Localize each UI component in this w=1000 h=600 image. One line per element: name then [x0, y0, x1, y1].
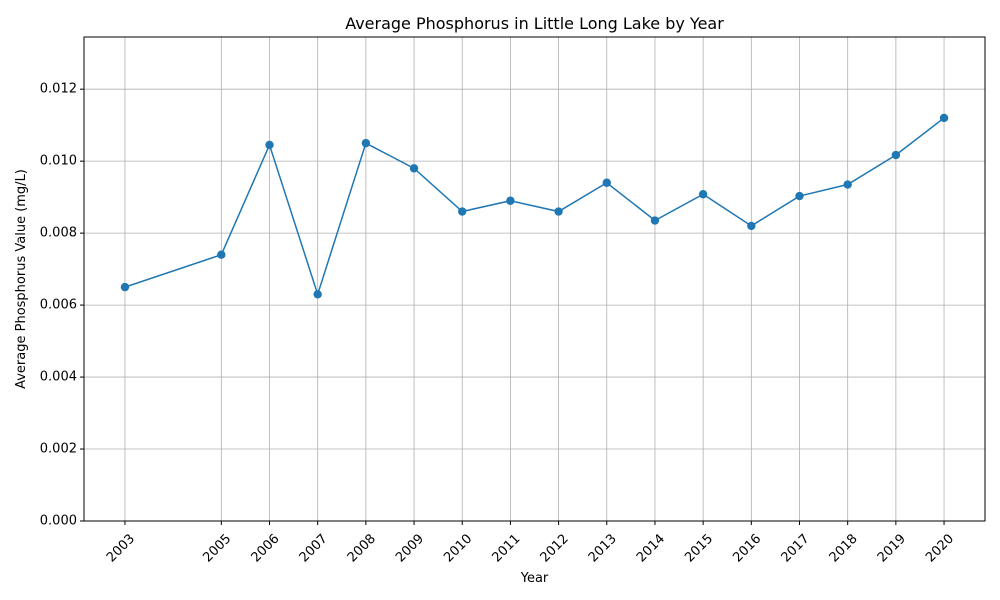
- y-tick-label: 0.012: [40, 82, 77, 97]
- series-layer: [120, 113, 949, 299]
- data-point: [313, 290, 322, 299]
- x-tick-label: 2016: [730, 531, 764, 565]
- x-tick-label: 2006: [249, 531, 283, 565]
- x-tick-label: 2015: [682, 531, 716, 565]
- x-tick-label: 2013: [586, 531, 620, 565]
- data-point: [698, 190, 708, 199]
- x-tick-label: 2007: [297, 531, 331, 565]
- y-tick-label: 0.010: [40, 154, 77, 169]
- data-point: [506, 196, 515, 205]
- x-tick-label: 2005: [200, 531, 234, 565]
- x-tick-label: 2017: [779, 531, 813, 565]
- chart-title: Average Phosphorus in Little Long Lake b…: [345, 14, 724, 33]
- x-tick-label: 2020: [923, 531, 957, 565]
- x-tick-label: 2018: [827, 531, 861, 565]
- y-tick-label: 0.006: [40, 298, 77, 313]
- grid: [84, 37, 985, 522]
- x-tick-label: 2010: [441, 531, 475, 565]
- x-tick-label: 2011: [489, 531, 523, 565]
- y-tick-label: 0.008: [40, 226, 77, 241]
- data-point: [843, 180, 852, 189]
- y-tick-label: 0.002: [40, 442, 77, 457]
- y-tick-label: 0.000: [40, 514, 77, 529]
- x-tick-label: 2009: [393, 531, 427, 565]
- x-axis-label: Year: [520, 571, 549, 586]
- x-tick-label: 2008: [345, 531, 379, 565]
- data-point: [120, 282, 130, 292]
- y-axis-label: Average Phosphorus Value (mg/L): [14, 169, 29, 389]
- x-tick-label: 2014: [634, 531, 668, 565]
- data-point: [795, 191, 804, 201]
- data-point: [939, 113, 949, 123]
- data-point: [409, 164, 419, 173]
- data-point: [602, 178, 611, 187]
- data-point: [265, 140, 274, 150]
- data-point: [650, 216, 660, 225]
- y-axis: 0.000 0.002 0.004 0.006 0.008 0.010 0.012: [40, 82, 84, 529]
- data-point: [747, 221, 756, 231]
- x-tick-label: 2003: [104, 531, 138, 565]
- x-tick-label: 2012: [538, 531, 572, 565]
- data-point: [554, 207, 563, 216]
- data-point: [458, 207, 467, 216]
- plot-frame: [83, 36, 986, 522]
- series-line: [124, 117, 945, 297]
- x-axis: 2003 2005 2006 2007 2008 2009 2010 2011 2012 2013…: [104, 521, 957, 565]
- data-point: [217, 250, 226, 259]
- y-tick-label: 0.004: [40, 370, 77, 385]
- data-point: [361, 138, 371, 148]
- data-point: [891, 150, 901, 160]
- x-tick-label: 2019: [875, 531, 909, 565]
